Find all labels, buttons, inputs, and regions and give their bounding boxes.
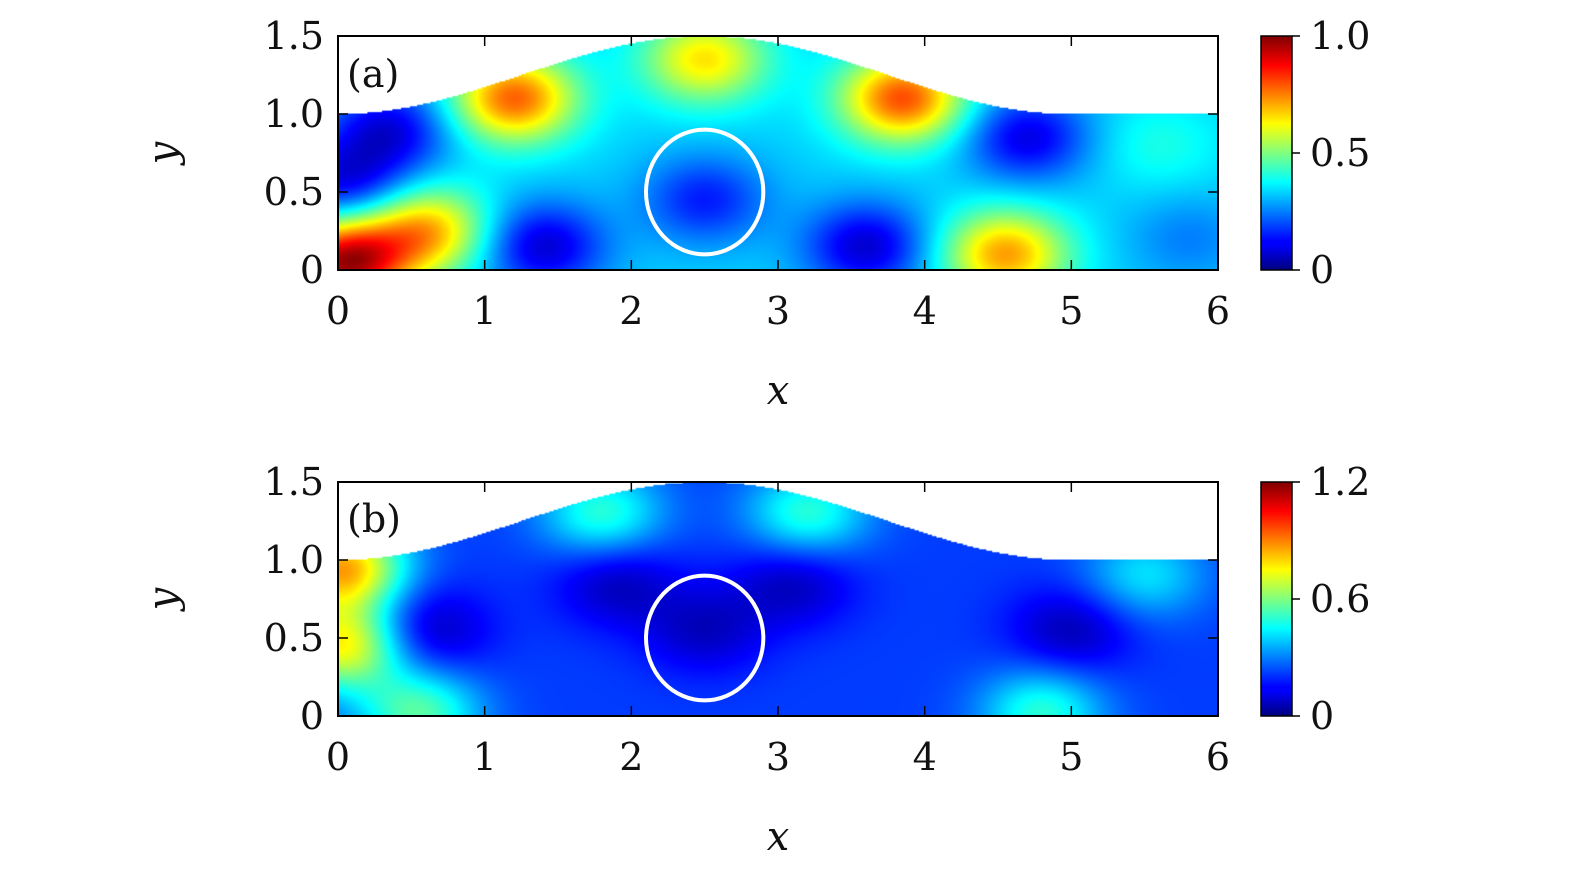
panel-a: 0 1 2 3 4 5 6 0 0.5 1.0 1.5 (a) x y 0 0.5 1.0: [140, 14, 1370, 414]
x-axis-label-a: x: [767, 368, 790, 414]
x-tick-label: 6: [1206, 289, 1230, 333]
obstacle-circle-b: [643, 573, 766, 703]
colorbar-ticks-b: 0 0.6 1.2: [1292, 460, 1370, 738]
y-axis-label-a: y: [140, 140, 186, 166]
y-tick-label: 0.5: [264, 616, 324, 660]
colorbar-tick-label: 0: [1310, 694, 1334, 738]
y-tick-label: 1.0: [264, 538, 324, 582]
x-tick-label: 2: [619, 289, 643, 333]
colorbar-ticks-a: 0 0.5 1.0: [1292, 14, 1370, 292]
obstacle-circle-a: [643, 127, 766, 257]
y-tick-label: 0: [300, 694, 324, 738]
y-tick-label: 1.5: [264, 460, 324, 504]
y-tick-label: 1.5: [264, 14, 324, 58]
y-tick-label: 0: [300, 248, 324, 292]
x-tick-label: 0: [326, 289, 350, 333]
y-axis-label-b: y: [140, 586, 186, 612]
colorbar-b: [1260, 481, 1293, 717]
field-heatmap-a: [338, 36, 1218, 270]
x-tick-label: 5: [1059, 289, 1083, 333]
x-tick-label: 2: [619, 735, 643, 779]
x-tick-label: 3: [766, 735, 790, 779]
field-heatmap-b: [338, 482, 1218, 716]
panel-b: 0 1 2 3 4 5 6 0 0.5 1.0 1.5 (b) x y 0 0.6 1.2: [140, 460, 1370, 860]
panel-label-a: (a): [347, 52, 399, 96]
x-tick-label: 1: [473, 289, 497, 333]
x-ticks-a: 0 1 2 3 4 5 6: [326, 36, 1230, 333]
x-tick-label: 5: [1059, 735, 1083, 779]
panel-label-b: (b): [347, 497, 401, 541]
y-tick-label: 1.0: [264, 92, 324, 136]
x-ticks-b: 0 1 2 3 4 5 6: [326, 482, 1230, 779]
x-axis-label-b: x: [767, 814, 790, 860]
colorbar-tick-label: 0.6: [1310, 577, 1370, 621]
colorbar-a: [1260, 35, 1293, 271]
colorbar-tick-label: 1.2: [1310, 460, 1370, 504]
y-tick-label: 0.5: [264, 170, 324, 214]
colorbar-tick-label: 1.0: [1310, 14, 1370, 58]
x-tick-label: 1: [473, 735, 497, 779]
x-tick-label: 0: [326, 735, 350, 779]
x-tick-label: 3: [766, 289, 790, 333]
colorbar-tick-label: 0.5: [1310, 131, 1370, 175]
x-tick-label: 4: [913, 735, 937, 779]
x-tick-label: 6: [1206, 735, 1230, 779]
y-ticks-a: 0 0.5 1.0 1.5: [264, 14, 1218, 292]
x-tick-label: 4: [913, 289, 937, 333]
y-ticks-b: 0 0.5 1.0 1.5: [264, 460, 1218, 738]
colorbar-tick-label: 0: [1310, 248, 1334, 292]
